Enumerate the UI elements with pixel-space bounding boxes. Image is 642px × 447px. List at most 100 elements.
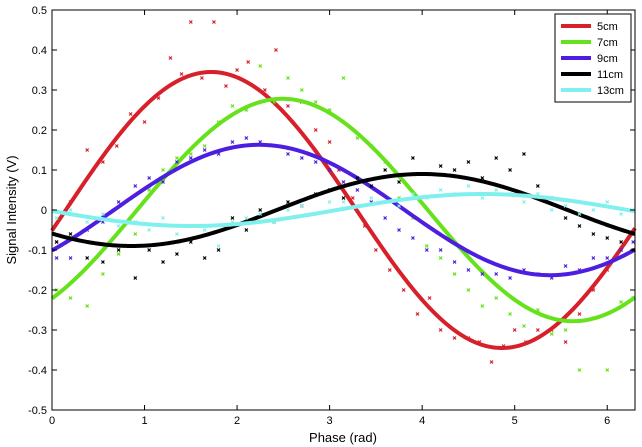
data-point (341, 200, 346, 204)
data-point (216, 248, 221, 252)
y-tick-label: 0.5 (32, 5, 47, 17)
data-point (466, 268, 471, 272)
data-point (631, 240, 636, 244)
data-point (133, 232, 138, 236)
fit-curve-9cm (51, 142, 636, 278)
data-point (54, 240, 59, 244)
data-point (299, 204, 304, 208)
fit-curve-7cm (50, 96, 637, 324)
y-tick-label: 0.1 (32, 165, 47, 177)
data-point (591, 256, 596, 260)
data-point (369, 184, 374, 188)
data-point (355, 136, 360, 140)
data-point (452, 336, 457, 340)
data-point (175, 160, 179, 164)
data-point (244, 216, 249, 220)
y-axis-title: Signal Intensity (V) (4, 155, 19, 264)
data-point (410, 236, 415, 240)
data-point (202, 256, 207, 260)
data-point (68, 296, 73, 300)
data-point (68, 232, 73, 236)
data-point (563, 216, 568, 220)
data-point (535, 184, 540, 188)
data-point (438, 164, 443, 168)
data-point (147, 248, 152, 252)
data-point (480, 272, 485, 276)
fit-curve-13cm (51, 192, 636, 228)
data-point (605, 236, 610, 240)
data-point (341, 196, 346, 200)
data-point (244, 228, 249, 232)
data-point (373, 248, 378, 252)
data-point (161, 216, 165, 220)
data-point (244, 136, 249, 140)
series-7cm (50, 64, 637, 372)
data-point (299, 156, 304, 160)
data-point (175, 156, 179, 160)
data-point (369, 196, 374, 200)
data-point (286, 76, 290, 80)
data-point (100, 260, 105, 264)
data-point (114, 144, 119, 148)
data-point (452, 272, 457, 276)
data-point (577, 312, 582, 316)
data-point (175, 232, 179, 236)
data-point (246, 60, 251, 64)
data-point (202, 228, 207, 232)
data-point (452, 260, 457, 264)
data-point (258, 208, 263, 212)
data-point (549, 332, 554, 336)
data-point (619, 240, 624, 244)
data-point (591, 208, 596, 212)
data-point (327, 200, 332, 204)
data-point (424, 248, 429, 252)
data-point (68, 256, 73, 260)
data-point (327, 168, 332, 172)
data-point (480, 176, 485, 180)
data-point (619, 212, 624, 216)
data-point (563, 328, 568, 332)
data-point (350, 196, 355, 200)
y-tick-label: -0.5 (28, 405, 47, 417)
data-point (577, 368, 582, 372)
legend-label: 13cm (597, 85, 624, 97)
data-point (230, 216, 235, 220)
data-point (508, 276, 512, 280)
data-point (235, 68, 240, 72)
data-point (383, 216, 388, 220)
legend-label: 7cm (597, 37, 618, 49)
legend: 5cm 7cm 9cm 11cm 13cm (554, 13, 632, 103)
data-point (341, 180, 346, 184)
data-point (605, 256, 610, 260)
data-point (175, 252, 179, 256)
data-point (147, 176, 152, 180)
data-point (438, 188, 443, 192)
data-point (116, 248, 121, 252)
y-tick-label: 0.2 (32, 125, 47, 137)
data-point (68, 208, 73, 212)
data-point (100, 160, 105, 164)
data-point (202, 144, 207, 148)
data-point (188, 156, 193, 160)
data-point (480, 196, 485, 200)
data-point (216, 244, 221, 248)
y-tick-label: -0.4 (28, 365, 47, 377)
data-point (508, 312, 512, 316)
data-point (116, 224, 121, 228)
data-point (133, 184, 138, 188)
data-point (85, 304, 90, 308)
legend-label: 9cm (597, 53, 618, 65)
x-tick-label: 5 (512, 415, 518, 427)
data-point (397, 228, 401, 232)
data-point (224, 84, 228, 88)
data-point (355, 188, 360, 192)
data-point (85, 256, 90, 260)
data-point (424, 244, 429, 248)
y-tick-label: 0.3 (32, 85, 47, 97)
data-point (54, 256, 59, 260)
data-point (466, 288, 471, 292)
data-point (355, 176, 360, 180)
data-point (313, 100, 318, 104)
y-tick-label: -0.3 (28, 325, 47, 337)
